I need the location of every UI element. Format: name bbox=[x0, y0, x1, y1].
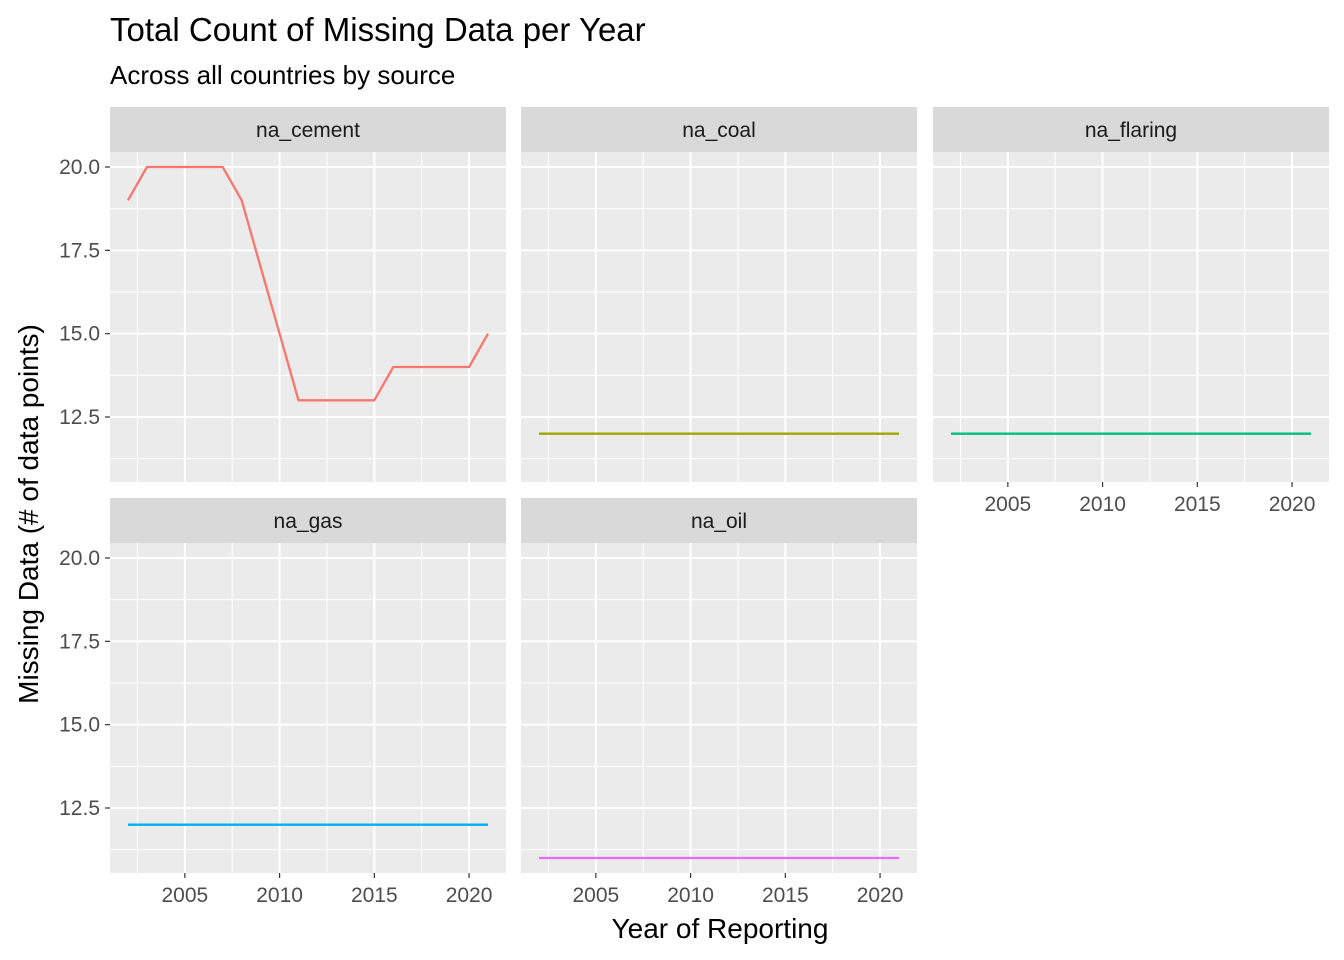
x-tick-label: 2005 bbox=[984, 493, 1031, 516]
y-tick-label: 20.0 bbox=[59, 547, 100, 570]
x-tick-label: 2020 bbox=[446, 884, 493, 907]
x-tick-label: 2015 bbox=[762, 884, 809, 907]
panel-background bbox=[521, 152, 917, 482]
y-tick-label: 12.5 bbox=[59, 406, 100, 429]
x-tick-label: 2020 bbox=[1269, 493, 1316, 516]
facet-panels: na_cement 12.5 15.0 17.5 20.0 na_coal na_flari… bbox=[59, 107, 1329, 907]
x-tick-label: 2015 bbox=[1174, 493, 1221, 516]
chart-title: Total Count of Missing Data per Year bbox=[110, 11, 646, 48]
x-tick-label: 2010 bbox=[667, 884, 714, 907]
facet-strip bbox=[933, 107, 1329, 152]
panel-background bbox=[110, 543, 506, 873]
y-axis-title: Missing Data (# of data points) bbox=[13, 324, 44, 704]
x-tick-label: 2005 bbox=[161, 884, 208, 907]
x-tick-label: 2010 bbox=[1079, 493, 1126, 516]
facet-strip-label: na_coal bbox=[682, 119, 756, 142]
y-tick-label: 17.5 bbox=[59, 239, 100, 262]
x-tick-label: 2020 bbox=[857, 884, 904, 907]
x-tick-label: 2005 bbox=[572, 884, 619, 907]
x-tick-label: 2010 bbox=[256, 884, 303, 907]
facet-panel-na_oil: na_oil 2005 2010 2015 2020 bbox=[521, 498, 917, 907]
y-tick-label: 20.0 bbox=[59, 156, 100, 179]
x-axis-title: Year of Reporting bbox=[612, 913, 829, 944]
y-tick-label: 17.5 bbox=[59, 630, 100, 653]
series-line-na_cement bbox=[126, 165, 490, 402]
panel-background bbox=[933, 152, 1329, 482]
y-tick-label: 15.0 bbox=[59, 323, 100, 346]
y-tick-label: 12.5 bbox=[59, 797, 100, 820]
facet-strip bbox=[521, 498, 917, 543]
facet-strip-label: na_cement bbox=[256, 119, 360, 142]
facet-panel-na_coal: na_coal bbox=[521, 107, 917, 482]
facet-strip-label: na_oil bbox=[691, 510, 747, 533]
chart-subtitle: Across all countries by source bbox=[110, 60, 455, 90]
facet-strip-label: na_flaring bbox=[1085, 119, 1177, 142]
facet-strip bbox=[110, 107, 506, 152]
facet-panel-na_cement: na_cement 12.5 15.0 17.5 20.0 bbox=[59, 107, 506, 482]
facet-strip-label: na_gas bbox=[274, 510, 343, 533]
facet-panel-na_flaring: na_flaring 2005 2010 2015 2020 bbox=[933, 107, 1329, 516]
facet-panel-na_gas: na_gas 12.5 15.0 17.5 20.0 2005 2010 2015 2020 bbox=[59, 498, 506, 907]
panel-background bbox=[521, 543, 917, 873]
x-tick-label: 2015 bbox=[351, 884, 398, 907]
y-tick-label: 15.0 bbox=[59, 714, 100, 737]
facet-strip bbox=[110, 498, 506, 543]
facet-strip bbox=[521, 107, 917, 152]
panel-background bbox=[110, 152, 506, 482]
